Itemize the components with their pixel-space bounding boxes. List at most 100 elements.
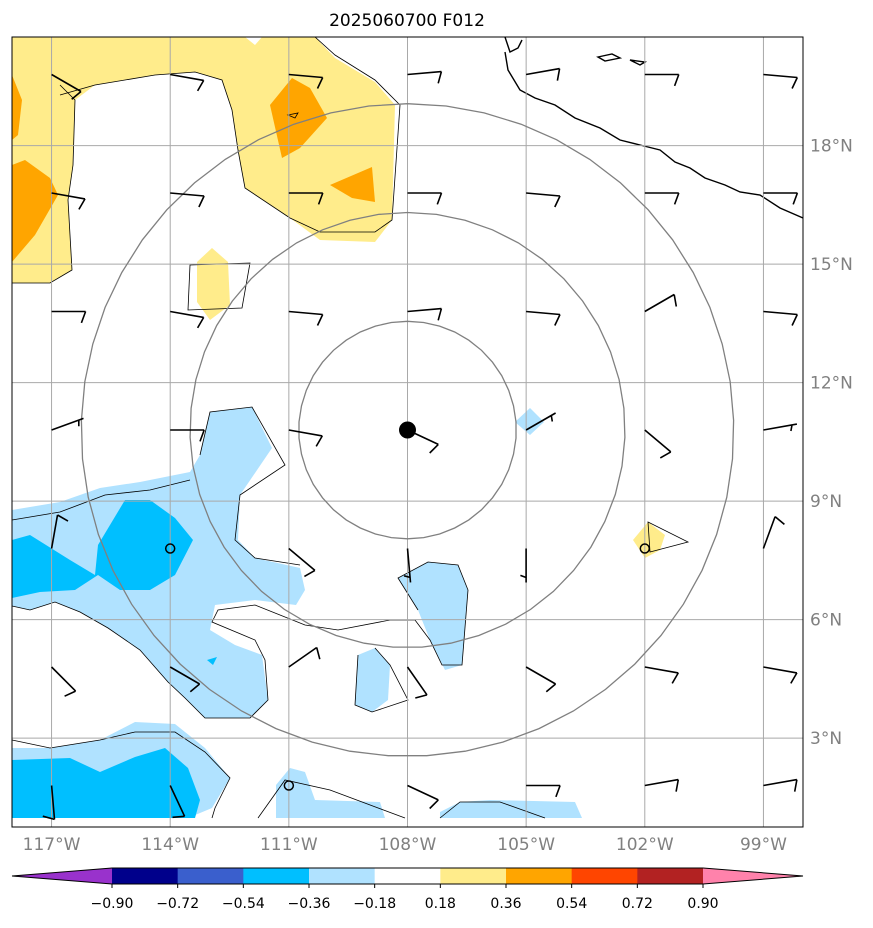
wind-barb: [763, 310, 799, 326]
colorbar-tick-label: 0.72: [622, 896, 653, 912]
contour-fill-deep-sky-blue: [12, 500, 217, 818]
wind-barb: [51, 417, 84, 431]
wind-barb: [170, 429, 205, 442]
colorbar-tick-label: −0.36: [288, 896, 331, 912]
wind-barb: [763, 73, 799, 89]
wind-barb: [644, 293, 678, 313]
colorbar-low-extension: [12, 868, 112, 884]
wind-barb: [525, 666, 557, 693]
colorbar-tick-label: −0.54: [222, 896, 265, 912]
lat-lon-grid: [12, 37, 803, 827]
wind-barb: [406, 666, 428, 699]
colorbar-segment: [506, 868, 573, 884]
wind-barb: [526, 310, 561, 326]
colorbar-tick-label: −0.72: [156, 896, 199, 912]
range-ring: [80, 103, 735, 757]
plot-area: [12, 37, 803, 827]
wind-barb: [644, 73, 680, 87]
wind-barb: [42, 785, 56, 821]
wind-barb: [170, 310, 205, 329]
wind-barb: [51, 192, 86, 210]
wind-barb: [407, 784, 439, 810]
lat-tick-label: 18°N: [810, 137, 853, 157]
range-ring: [298, 320, 517, 540]
lat-tick-label: 9°N: [810, 492, 842, 512]
colorbar-segment: [374, 868, 441, 884]
wind-barb: [644, 192, 680, 205]
wind-barb: [762, 515, 785, 549]
lat-tick-label: 6°N: [810, 611, 842, 631]
map-title: 2025060700 F012: [329, 11, 485, 31]
wind-barb: [644, 429, 672, 459]
colorbar-tick-label: 0.36: [490, 896, 521, 912]
colorbar-tick-label: 0.18: [425, 896, 456, 912]
wind-barb: [288, 73, 324, 89]
plot-frame: [11, 36, 804, 828]
wind-barb: [525, 412, 556, 431]
colorbar-segment: [571, 868, 638, 884]
wind-barb: [526, 192, 561, 208]
colorbar-segment: [440, 868, 507, 884]
colorbar: −0.90 −0.72 −0.54 −0.36 −0.18 0.18 0.36 0.54 0.7…: [11, 867, 804, 912]
wind-barb: [170, 192, 205, 208]
colorbar-tick-label: −0.90: [91, 896, 134, 912]
range-rings: [80, 103, 735, 757]
wind-barb: [520, 548, 527, 583]
wind-barb: [169, 785, 186, 819]
wind-barb: [644, 666, 679, 684]
calm-wind-circle: [283, 780, 295, 791]
wind-barb: [288, 192, 324, 205]
wind-barbs: [42, 67, 799, 821]
calm-wind-circle: [639, 543, 651, 554]
contour-fill-orange: [12, 75, 375, 262]
wind-barb: [403, 548, 412, 583]
wind-barb: [407, 192, 443, 205]
lon-tick-label: 108°W: [379, 835, 437, 855]
wind-barb: [51, 666, 77, 697]
colorbar-segment: [309, 868, 376, 884]
lon-tick-label: 99°W: [740, 835, 787, 855]
wind-barb: [288, 310, 324, 326]
calm-wind-circle: [164, 543, 176, 554]
lon-tick-label: 117°W: [23, 835, 81, 855]
wind-barb: [288, 646, 321, 668]
lat-tick-label: 15°N: [810, 255, 853, 275]
colorbar-segment: [243, 868, 310, 884]
wind-barb: [170, 73, 205, 92]
wind-barb: [526, 784, 561, 798]
wind-barb: [763, 666, 798, 684]
lon-tick-label: 111°W: [260, 835, 318, 855]
lat-tick-label: 3°N: [810, 729, 842, 749]
storm-center-marker: [399, 421, 416, 439]
lon-tick-label: 105°W: [497, 835, 555, 855]
colorbar-tick-label: −0.18: [353, 896, 396, 912]
wind-barb: [407, 307, 443, 321]
wind-barb: [169, 666, 201, 693]
colorbar-segment: [112, 868, 179, 884]
wind-barb: [50, 514, 69, 549]
coastline: [504, 37, 803, 219]
colorbar-segment: [637, 868, 704, 884]
colorbar-tick-label: 0.90: [687, 896, 718, 912]
wind-barb: [763, 192, 799, 205]
colorbar-segment: [177, 868, 244, 884]
wind-barb: [525, 67, 561, 81]
latitude-tick-labels: 3°N 6°N 9°N 12°N 15°N 18°N: [810, 137, 853, 750]
wind-barb: [288, 429, 323, 447]
contour-lines: [12, 37, 690, 819]
wind-barb: [407, 70, 443, 84]
wind-barb: [763, 778, 798, 792]
wind-barb: [51, 310, 87, 324]
lon-tick-label: 114°W: [141, 835, 199, 855]
wind-barb: [51, 73, 82, 100]
colorbar-high-extension: [703, 868, 803, 884]
storm-center-dot: [399, 421, 416, 439]
longitude-tick-labels: 117°W 114°W 111°W 108°W 105°W 102°W 99°W: [23, 835, 787, 855]
lon-tick-label: 102°W: [616, 835, 674, 855]
wind-barb: [763, 423, 798, 432]
colorbar-tick-label: 0.54: [556, 896, 587, 912]
lat-tick-label: 12°N: [810, 374, 853, 394]
wind-barb: [288, 547, 316, 578]
wind-barb: [644, 778, 680, 792]
